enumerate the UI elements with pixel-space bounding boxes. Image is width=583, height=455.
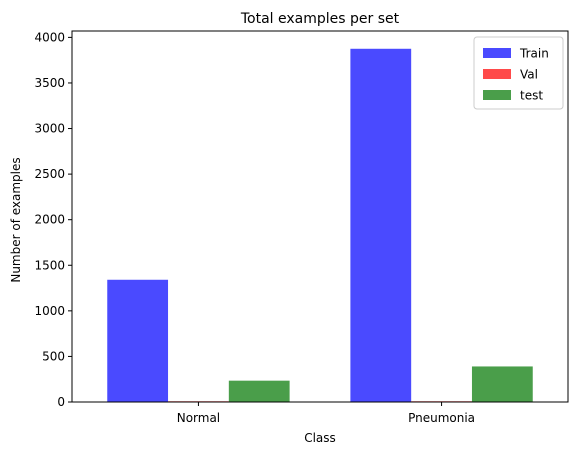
y-tick-label: 2000 bbox=[34, 213, 65, 227]
bars-group bbox=[107, 48, 533, 403]
x-tick-label: Pneumonia bbox=[408, 411, 475, 425]
y-tick-label: 0 bbox=[57, 395, 65, 409]
plot-frame bbox=[71, 30, 569, 403]
y-tick-label: 3500 bbox=[34, 76, 65, 90]
bar-test-pneumonia bbox=[471, 366, 533, 402]
bar-test-normal bbox=[228, 380, 290, 402]
bar-train-normal bbox=[107, 279, 169, 402]
legend-label-train: Train bbox=[519, 47, 549, 61]
y-axis-ticks: 0 500 1000 1500 2000 2500 3000 3500 4000 bbox=[34, 30, 72, 409]
y-tick-label: 1000 bbox=[34, 304, 65, 318]
x-axis-ticks: Normal Pneumonia bbox=[177, 402, 475, 425]
legend-swatch-test bbox=[483, 90, 511, 100]
chart-title: Total examples per set bbox=[240, 11, 400, 27]
y-tick-label: 500 bbox=[42, 349, 65, 363]
legend-label-test: test bbox=[520, 89, 543, 103]
y-axis-label: Number of examples bbox=[9, 157, 23, 282]
legend-label-val: Val bbox=[520, 68, 538, 82]
legend-swatch-train bbox=[483, 48, 511, 58]
legend-swatch-val bbox=[483, 69, 511, 79]
x-axis-label: Class bbox=[304, 431, 336, 445]
y-tick-label: 3000 bbox=[34, 122, 65, 136]
y-tick-label: 1500 bbox=[34, 258, 65, 272]
legend: Train Val test bbox=[473, 36, 564, 110]
y-tick-label: 2500 bbox=[34, 167, 65, 181]
y-tick-label: 4000 bbox=[34, 30, 65, 44]
x-tick-label: Normal bbox=[177, 411, 220, 425]
bar-train-pneumonia bbox=[350, 48, 412, 403]
